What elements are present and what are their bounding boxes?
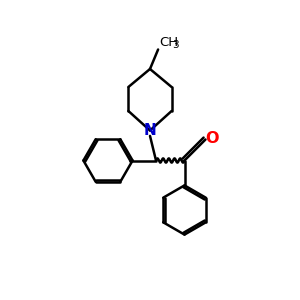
Text: 3: 3 <box>172 40 179 50</box>
Text: O: O <box>205 131 219 146</box>
Text: N: N <box>144 123 156 138</box>
Text: CH: CH <box>159 36 178 50</box>
